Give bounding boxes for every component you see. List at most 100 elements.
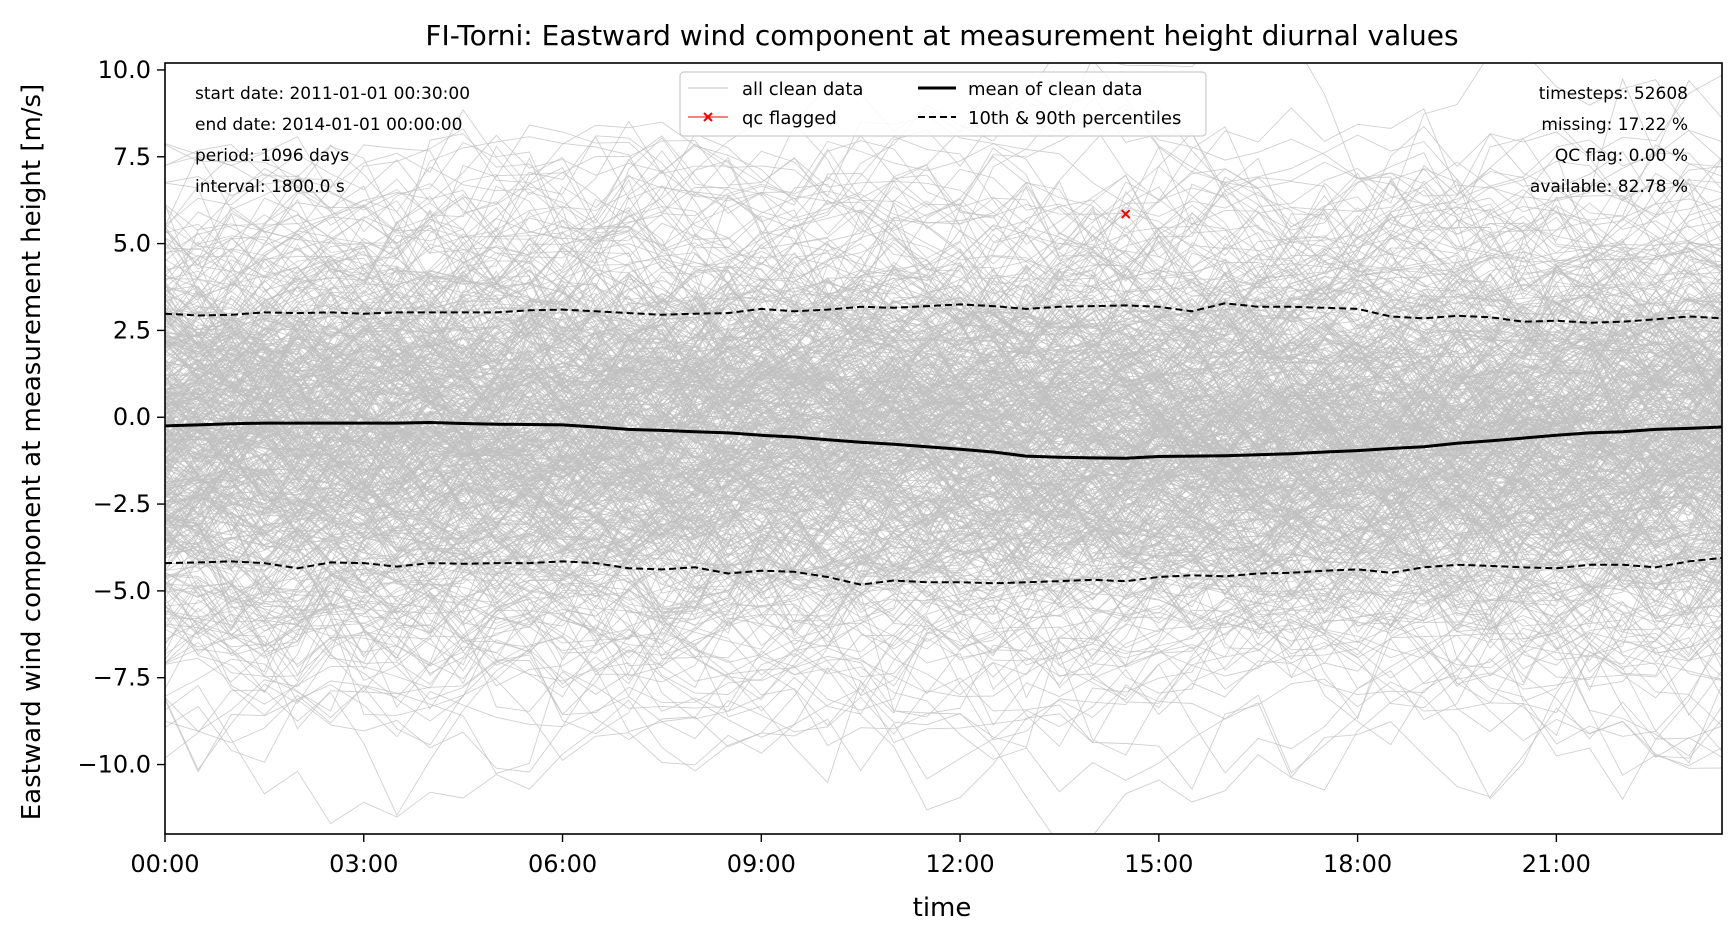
clean-data-line	[165, 158, 1722, 350]
clean-data-line	[165, 411, 1722, 562]
info-left-line: start date: 2011-01-01 00:30:00	[195, 84, 470, 104]
clean-data-line	[165, 238, 1722, 474]
y-axis-label: Eastward wind component at measurement h…	[17, 84, 47, 821]
clean-data-line	[165, 225, 1722, 492]
clean-data-line	[165, 400, 1722, 614]
clean-data-line	[165, 404, 1722, 576]
y-tick-label: −7.5	[93, 664, 151, 692]
clean-data-line	[165, 208, 1722, 427]
clean-data-line	[165, 385, 1722, 598]
info-left-block: start date: 2011-01-01 00:30:00 end date:…	[195, 84, 470, 197]
clean-data-line	[165, 368, 1722, 634]
clean-data-line	[165, 389, 1722, 613]
clean-data-line	[165, 264, 1722, 456]
clean-data-line	[165, 490, 1722, 716]
info-right-line: available: 82.78 %	[1530, 177, 1688, 197]
mean-line	[165, 420, 1722, 460]
clean-data-line	[165, 395, 1722, 596]
clean-data-line	[165, 430, 1722, 740]
clean-data-line	[165, 544, 1722, 774]
y-tick-label: 10.0	[98, 56, 151, 84]
y-tick-label: 2.5	[113, 316, 151, 344]
clean-data-line	[165, 417, 1722, 629]
x-tick-label: 18:00	[1323, 850, 1392, 878]
clean-data-line	[165, 167, 1722, 346]
x-tick-label: 03:00	[329, 850, 398, 878]
clean-data-line	[165, 328, 1722, 570]
clean-data-line	[165, 239, 1722, 432]
clean-data-line	[165, 601, 1722, 811]
clean-data-line	[165, 625, 1722, 793]
clean-data-line	[165, 513, 1722, 735]
y-tick-label: −5.0	[93, 577, 151, 605]
clean-data-line	[165, 336, 1722, 643]
legend-label-all-clean-data: all clean data	[742, 79, 863, 100]
x-tick-label: 12:00	[925, 850, 994, 878]
clean-data-line	[165, 331, 1722, 508]
clean-data-line	[165, 273, 1722, 451]
clean-data-line	[165, 542, 1722, 727]
clean-data-line	[165, 137, 1722, 412]
clean-data-line	[165, 536, 1722, 678]
clean-data-line	[165, 79, 1722, 307]
info-right-line: missing: 17.22 %	[1541, 115, 1688, 135]
clean-data-line	[165, 391, 1722, 566]
info-right-line: QC flag: 0.00 %	[1555, 146, 1688, 166]
clean-data-line	[165, 384, 1722, 584]
x-tick-label: 06:00	[528, 850, 597, 878]
clean-data-line	[165, 275, 1722, 431]
clean-data-line	[165, 481, 1722, 671]
clean-data-line	[165, 203, 1722, 413]
clean-data-line	[165, 278, 1722, 473]
clean-data-line	[165, 391, 1722, 573]
qc-flagged-points	[1120, 209, 1131, 219]
clean-data-line	[165, 368, 1722, 572]
info-left-line: interval: 1800.0 s	[195, 177, 345, 197]
clean-data-line	[165, 168, 1722, 376]
legend-qc-marker-icon	[703, 112, 713, 122]
clean-data-line	[165, 152, 1722, 340]
clean-data-line	[165, 266, 1722, 453]
clean-data-line	[165, 272, 1722, 481]
clean-data-line	[165, 226, 1722, 471]
clean-data-line	[165, 283, 1722, 459]
chart-title: FI-Torni: Eastward wind component at mea…	[425, 19, 1458, 52]
clean-data-line	[165, 371, 1722, 609]
x-tick-label: 15:00	[1124, 850, 1193, 878]
clean-data-line	[165, 472, 1722, 685]
clean-data-line	[165, 468, 1722, 669]
clean-data-line	[165, 121, 1722, 371]
clean-data-line	[165, 511, 1722, 684]
clean-data-line	[165, 639, 1722, 798]
x-axis: 00:00 03:00 06:00 09:00 12:00 15:00 18:00 21:00	[130, 834, 1591, 878]
clean-data-line	[165, 278, 1722, 458]
clean-data-line	[165, 441, 1722, 610]
clean-data-line	[165, 414, 1722, 546]
clean-data-line	[165, 449, 1722, 599]
clean-data-line	[165, 167, 1722, 340]
legend: all clean data qc flagged mean of clean …	[679, 71, 1207, 137]
clean-data-line	[165, 369, 1722, 552]
clean-data-line	[165, 399, 1722, 526]
clean-data-line	[165, 445, 1722, 704]
clean-data-line	[165, 388, 1722, 571]
clean-data-line	[165, 429, 1722, 576]
clean-data-line	[165, 314, 1722, 556]
clean-data-line	[165, 440, 1722, 624]
clean-data-line	[165, 264, 1722, 474]
clean-data-line	[165, 444, 1722, 662]
clean-data-line	[165, 446, 1722, 640]
clean-data-line	[165, 400, 1722, 630]
x-tick-label: 00:00	[130, 850, 199, 878]
clean-data-line	[165, 244, 1722, 501]
clean-data-line	[165, 364, 1722, 601]
clean-data-line	[165, 455, 1722, 616]
clean-data-line	[165, 333, 1722, 539]
clean-data-line	[165, 140, 1722, 310]
qc-flagged-marker	[1120, 209, 1131, 219]
clean-data-line	[165, 388, 1722, 628]
clean-data-line	[165, 587, 1722, 773]
summary-series	[165, 302, 1722, 586]
clean-data-line	[165, 465, 1722, 701]
